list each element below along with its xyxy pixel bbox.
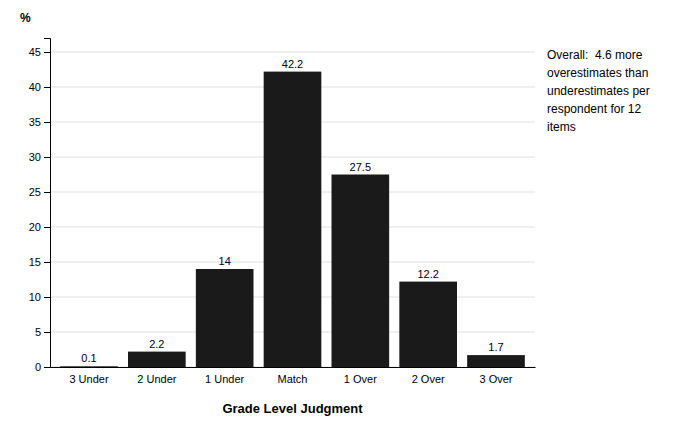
tick-label: 3 Under — [69, 373, 108, 385]
tick: 2 Under — [137, 367, 176, 385]
chart-container: 0 5 10 15 20 25 30 35 40 45 3 Under 2 Under 1 Under M… — [0, 0, 675, 425]
bar — [467, 355, 525, 367]
tick-label: 40 — [29, 81, 41, 93]
x-axis-title: Grade Level Judgment — [222, 401, 363, 416]
tick: 3 Under — [69, 367, 108, 385]
tick: 25 — [29, 186, 50, 198]
y-axis-title: % — [20, 11, 31, 25]
data-label: 1.7 — [488, 341, 503, 353]
tick-mark — [44, 262, 50, 263]
tick-mark — [44, 192, 50, 193]
tick: 0 — [35, 361, 50, 373]
x-axis: 3 Under 2 Under 1 Under Match 1 Over 2 Over 3 … — [51, 367, 536, 385]
data-label: 2.2 — [149, 338, 164, 350]
tick-mark — [44, 367, 50, 368]
y-axis: 0 5 10 15 20 25 30 35 40 45 — [29, 39, 51, 374]
tick: 45 — [29, 46, 50, 58]
bar — [60, 366, 118, 367]
bar — [332, 175, 390, 368]
tick: 3 Over — [479, 367, 512, 385]
data-label: 27.5 — [350, 161, 371, 173]
tick-mark — [44, 297, 50, 298]
grid-line — [50, 52, 535, 53]
data-label: 14 — [219, 255, 231, 267]
tick: 1 Over — [344, 367, 377, 385]
axis-line — [44, 39, 51, 368]
tick-mark — [44, 227, 50, 228]
bar — [264, 72, 322, 367]
annotation-line: items — [547, 120, 576, 134]
tick: Match — [278, 367, 308, 385]
grid — [50, 52, 535, 367]
tick: 35 — [29, 116, 50, 128]
tick: 5 — [35, 326, 50, 338]
tick-label: 35 — [29, 116, 41, 128]
annotation: Overall: 4.6 more overestimates than under… — [547, 48, 650, 134]
axis-line — [51, 367, 536, 368]
tick: 20 — [29, 221, 50, 233]
tick-label: 15 — [29, 256, 41, 268]
tick-label: 30 — [29, 151, 41, 163]
tick-label: 1 Over — [344, 373, 377, 385]
tick: 1 Under — [205, 367, 244, 385]
tick-label: 0 — [35, 361, 41, 373]
tick-label: 2 Under — [137, 373, 176, 385]
tick-label: 5 — [35, 326, 41, 338]
tick: 15 — [29, 256, 50, 268]
data-label: 12.2 — [417, 268, 438, 280]
tick-label: 1 Under — [205, 373, 244, 385]
tick-label: 2 Over — [412, 373, 445, 385]
data-labels: 0.1 2.2 14 42.2 27.5 12.2 1.7 — [81, 58, 503, 365]
data-label: 42.2 — [282, 58, 303, 70]
tick-mark — [44, 122, 50, 123]
tick-label: 3 Over — [479, 373, 512, 385]
annotation-line: Overall: 4.6 more — [547, 48, 643, 62]
annotation-line: respondent for 12 — [547, 102, 641, 116]
tick: 30 — [29, 151, 50, 163]
plot: 0 5 10 15 20 25 30 35 40 45 3 Under 2 Under 1 Under M… — [20, 11, 650, 416]
annotation-line: overestimates than — [547, 66, 648, 80]
data-label: 0.1 — [81, 352, 96, 364]
bar — [399, 282, 457, 367]
tick: 2 Over — [412, 367, 445, 385]
tick-label: 25 — [29, 186, 41, 198]
tick: 10 — [29, 291, 50, 303]
tick-mark — [44, 157, 50, 158]
tick-mark — [44, 87, 50, 88]
chart: 0 5 10 15 20 25 30 35 40 45 3 Under 2 Under 1 Under M… — [0, 0, 675, 425]
tick-mark — [44, 52, 50, 53]
bar — [196, 269, 254, 367]
tick-label: 45 — [29, 46, 41, 58]
tick-mark — [44, 332, 50, 333]
tick-label: 20 — [29, 221, 41, 233]
tick: 40 — [29, 81, 50, 93]
bars — [60, 72, 525, 367]
tick-label: Match — [278, 373, 308, 385]
bar — [128, 352, 186, 367]
tick-label: 10 — [29, 291, 41, 303]
annotation-line: underestimates per — [547, 84, 650, 98]
